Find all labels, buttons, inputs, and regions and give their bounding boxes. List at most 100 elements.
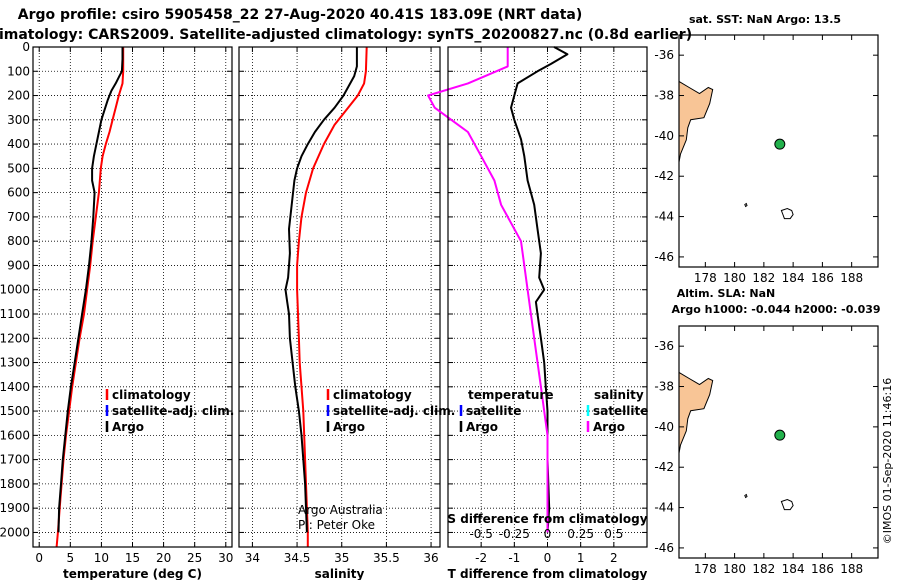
y-tick-label: 2000 — [0, 525, 30, 539]
map-frame — [678, 34, 879, 268]
map-subtitle: Argo h1000: -0.044 h2000: -0.039 — [671, 303, 880, 316]
credit-text: ©IMOS 01-Sep-2020 11:46:16 — [881, 378, 894, 544]
series-line-t-difference-argo- — [510, 46, 569, 533]
y-tick-label: 1800 — [0, 477, 30, 491]
y-tick-label: -46 — [654, 250, 674, 264]
x-tick-label: 0 — [35, 551, 43, 565]
y-tick-label: 1600 — [0, 428, 30, 442]
y-tick-label: -40 — [654, 129, 674, 143]
legend-label: satellite-adj. clim. — [112, 404, 234, 418]
y-tick-label: 600 — [7, 186, 30, 200]
plot-frame — [32, 46, 233, 548]
legend-label: Argo — [466, 420, 498, 434]
y-tick-label: 100 — [7, 64, 30, 78]
location-map-sst: 178 180 182 184 186 188 -36 -38 -40 -42 -44 -46 — [654, 34, 879, 285]
x-tick-label: 35.5 — [373, 551, 400, 565]
legend-label: satellite-adj. clim. — [333, 404, 455, 418]
x-tick-label: 15 — [125, 551, 140, 565]
coastline — [678, 371, 714, 454]
y-tick-label: -36 — [654, 48, 674, 62]
y-tick-label: -40 — [654, 420, 674, 434]
x-tick-label: 25 — [187, 551, 202, 565]
x-tick-label: 184 — [782, 271, 805, 285]
map-title: Altim. SLA: NaN — [677, 287, 776, 300]
y-tick-label: 800 — [7, 234, 30, 248]
y-tick-label: 1000 — [0, 283, 30, 297]
y-tick-label: -46 — [654, 541, 674, 555]
chatham-islands — [780, 498, 794, 511]
land-fill — [679, 81, 713, 163]
difference-profile: -2 -1 0 1 2 T difference from climatology temp… — [427, 46, 648, 580]
x-tick-label: 35 — [334, 551, 349, 565]
y-tick-label: 500 — [7, 161, 30, 175]
s-tick-label: -0.25 — [499, 527, 530, 541]
y-tick-label: -36 — [654, 339, 674, 353]
y-tick-label: -42 — [654, 460, 674, 474]
series-line-argo — [284, 47, 358, 533]
temperature-profile: 0 5 10 15 20 25 300100200300400500600700800900… — [0, 40, 234, 580]
small-island — [744, 493, 748, 499]
s-tick-label: 0 — [544, 527, 552, 541]
series-line-climatology — [55, 47, 125, 548]
y-tick-label: 1700 — [0, 453, 30, 467]
legend-title: temperature — [468, 388, 553, 402]
legend-title: salinity — [594, 388, 644, 402]
x-tick-label: 186 — [811, 271, 834, 285]
x-tick-label: 0 — [544, 551, 552, 565]
y-tick-label: -42 — [654, 169, 674, 183]
small-island — [744, 202, 748, 208]
y-tick-label: 1500 — [0, 404, 30, 418]
s-axis-title: S difference from climatology — [447, 512, 647, 526]
legend-label: satellite — [466, 404, 521, 418]
y-tick-label: 400 — [7, 137, 30, 151]
x-axis-label: temperature (deg C) — [63, 567, 202, 580]
float-location-marker — [774, 138, 786, 150]
annotation-line: PI: Peter Oke — [298, 518, 375, 532]
salinity-profile: 34 34.5 35 35.5 36 salinity climatology satelli… — [238, 46, 455, 580]
x-tick-label: 182 — [752, 271, 775, 285]
y-tick-label: 1400 — [0, 380, 30, 394]
y-tick-label: 1200 — [0, 331, 30, 345]
x-tick-label: 34.5 — [284, 551, 311, 565]
x-tick-label: 188 — [840, 271, 863, 285]
x-tick-label: 5 — [66, 551, 74, 565]
x-tick-label: 2 — [610, 551, 618, 565]
plot-frame — [238, 46, 441, 548]
y-tick-label: 900 — [7, 258, 30, 272]
x-tick-label: -1 — [508, 551, 520, 565]
x-tick-label: 36 — [423, 551, 438, 565]
location-map-sla: 178 180 182 184 186 188 -36 -38 -40 -42 -44 -46 — [654, 325, 879, 576]
legend-label: Argo — [333, 420, 365, 434]
coastline — [678, 80, 714, 163]
y-tick-label: 300 — [7, 113, 30, 127]
x-tick-label: 180 — [723, 562, 746, 576]
x-tick-label: 30 — [218, 551, 233, 565]
x-tick-label: 1 — [577, 551, 585, 565]
x-tick-label: 20 — [156, 551, 171, 565]
float-location-marker — [774, 429, 786, 441]
x-tick-label: 34 — [245, 551, 260, 565]
y-tick-label: 1900 — [0, 501, 30, 515]
x-tick-label: 178 — [694, 271, 717, 285]
title-line-2: Climatology: CARS2009. Satellite-adjuste… — [0, 27, 692, 43]
y-tick-label: 1100 — [0, 307, 30, 321]
x-tick-label: 180 — [723, 271, 746, 285]
y-tick-label: -38 — [654, 380, 674, 394]
y-tick-label: -38 — [654, 89, 674, 103]
land-fill — [679, 372, 713, 454]
s-tick-label: -0.5 — [469, 527, 492, 541]
legend-label: climatology — [112, 388, 191, 402]
legend-label: climatology — [333, 388, 412, 402]
x-tick-label: 182 — [752, 562, 775, 576]
x-tick-label: 188 — [840, 562, 863, 576]
x-tick-label: 184 — [782, 562, 805, 576]
y-tick-label: 0 — [22, 40, 30, 54]
x-tick-label: -2 — [475, 551, 487, 565]
y-tick-label: 1300 — [0, 356, 30, 370]
y-tick-label: 700 — [7, 210, 30, 224]
x-tick-label: 10 — [94, 551, 109, 565]
legend-label: satellite — [593, 404, 648, 418]
s-tick-label: 0.5 — [604, 527, 623, 541]
y-tick-label: -44 — [654, 210, 674, 224]
